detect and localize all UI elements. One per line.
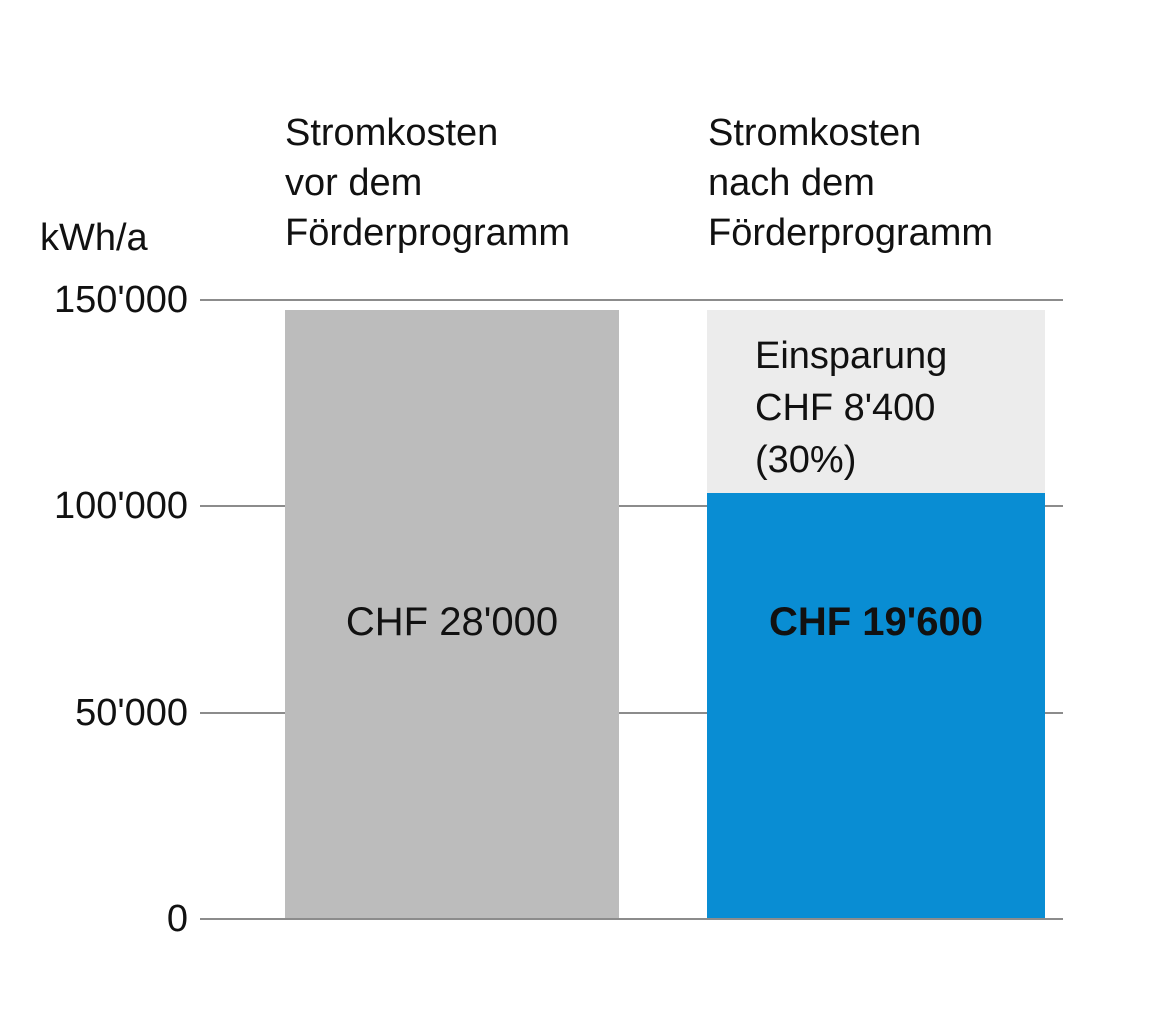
einsparung-label: Einsparung CHF 8'400 (30%) xyxy=(755,330,947,486)
y-tick-100000: 100'000 xyxy=(53,485,188,528)
bar-before-title-line1: Stromkosten xyxy=(285,112,499,154)
bar-after-value-label: CHF 19'600 xyxy=(768,600,984,644)
y-tick-150000: 150'000 xyxy=(53,279,188,321)
bar-before-value-label: CHF 28'000 xyxy=(345,600,559,644)
y-axis-unit-label: kWh/a xyxy=(40,217,148,259)
gridline-150000 xyxy=(200,299,1063,301)
bar-after-title-line1: Stromkosten xyxy=(708,112,922,154)
gridline-0-baseline xyxy=(200,918,1063,920)
einsparung-label-line1: Einsparung xyxy=(755,335,948,377)
bar-stromkosten-vor xyxy=(285,310,619,919)
bar-segment-einsparung xyxy=(707,310,1045,493)
bar-before-title: Stromkosten vor dem Förderprogramm xyxy=(285,108,570,258)
y-tick-0: 0 xyxy=(166,898,188,940)
gridline-50000 xyxy=(200,711,1063,714)
bar-after-title-line2: nach dem xyxy=(708,162,875,204)
bar-before-title-line2: vor dem xyxy=(285,162,423,204)
bar-after-title-line3: Förderprogramm xyxy=(708,212,994,254)
bar-after-title: Stromkosten nach dem Förderprogramm xyxy=(708,108,993,258)
bar-segment-stromkosten-nach xyxy=(707,492,1045,919)
einsparung-label-line3: (30%) xyxy=(755,439,857,481)
y-tick-50000: 50'000 xyxy=(75,691,188,734)
einsparung-label-line2: CHF 8'400 xyxy=(755,387,936,429)
bar-before-title-line3: Förderprogramm xyxy=(285,212,571,254)
gridline-100000 xyxy=(200,505,1063,508)
